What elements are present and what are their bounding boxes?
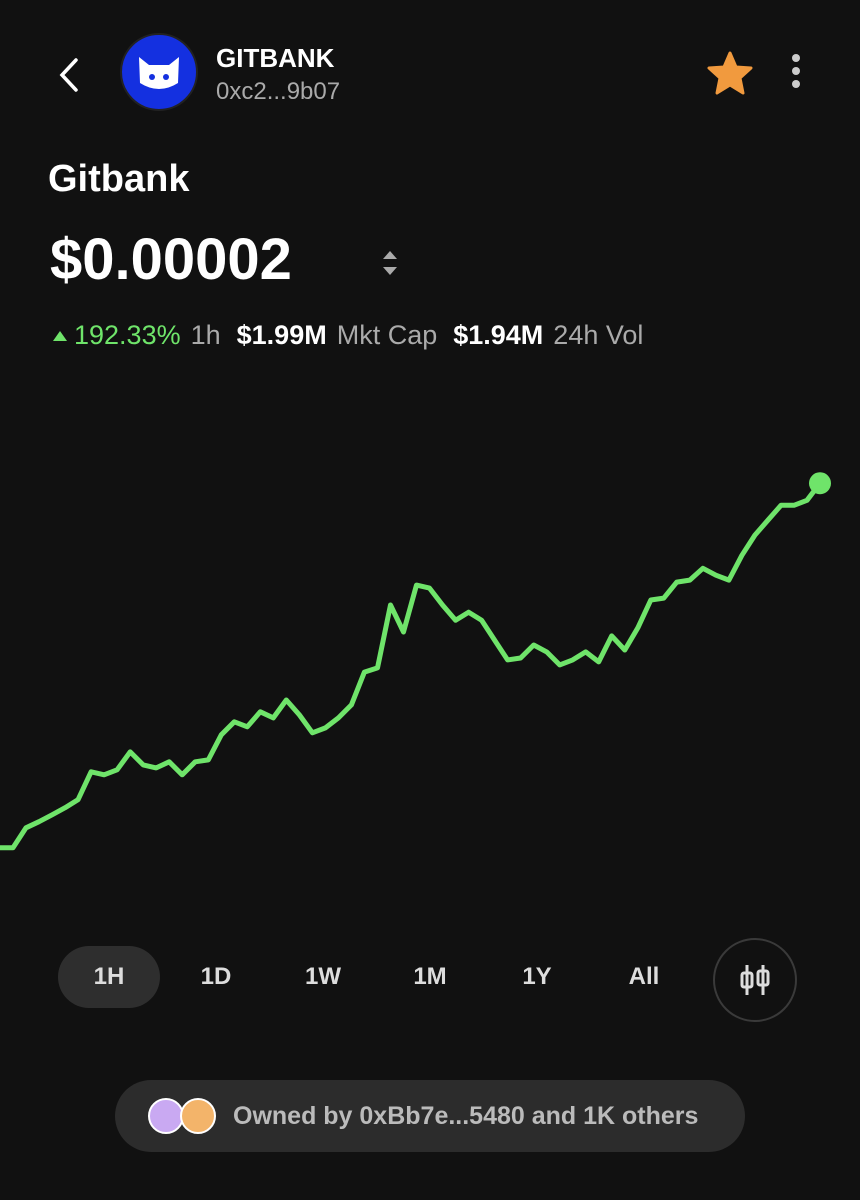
owners-pill[interactable]: Owned by 0xBb7e...5480 and 1K others xyxy=(115,1080,745,1152)
last-point xyxy=(809,472,831,495)
timeframe-tabs: 1H 1D 1W 1M 1Y All xyxy=(58,946,798,1010)
token-avatar xyxy=(120,33,198,111)
token-symbol: GITBANK xyxy=(216,43,335,73)
price-line xyxy=(0,480,823,851)
market-cap-label: Mkt Cap xyxy=(336,320,438,350)
market-cap: $1.99M xyxy=(236,320,327,350)
token-address: 0xc2...9b07 xyxy=(216,78,341,105)
candle-toggle[interactable] xyxy=(712,937,798,1023)
timeframe-tab[interactable]: 1Y xyxy=(522,963,552,990)
owners-text: Owned by 0xBb7e...5480 and 1K others xyxy=(233,1101,699,1130)
up-arrow xyxy=(53,330,67,341)
volume: $1.94M xyxy=(453,320,544,350)
stats-row: 192.33% 1h $1.99M Mkt Cap $1.94M 24h Vol xyxy=(52,320,643,351)
volume-label: 24h Vol xyxy=(553,320,644,350)
price-chart xyxy=(0,472,831,851)
favorite-star[interactable] xyxy=(706,50,754,96)
price-toggle[interactable] xyxy=(380,248,400,278)
price-change: 192.33% xyxy=(74,320,181,350)
change-period: 1h xyxy=(190,320,221,350)
timeframe-tab[interactable]: All xyxy=(628,963,660,990)
owner-avatars xyxy=(148,1098,216,1134)
more-menu[interactable] xyxy=(786,52,806,92)
back-button[interactable] xyxy=(52,55,86,95)
timeframe-tab[interactable]: 1H xyxy=(58,946,160,1008)
timeframe-tab[interactable]: 1D xyxy=(200,963,232,990)
timeframe-tab[interactable]: 1W xyxy=(305,963,341,990)
token-name: Gitbank xyxy=(48,158,190,200)
token-price: $0.00002 xyxy=(50,227,292,292)
timeframe-tab[interactable]: 1M xyxy=(413,963,447,990)
